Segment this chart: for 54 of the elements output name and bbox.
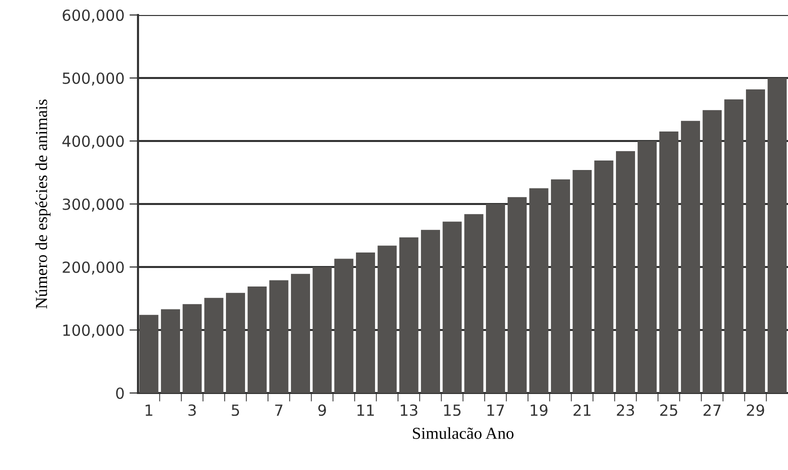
bar — [486, 204, 506, 393]
bar — [312, 267, 332, 393]
bar — [290, 274, 310, 393]
bar — [508, 197, 527, 393]
bar — [356, 252, 376, 393]
bar — [399, 237, 418, 393]
x-tick-label: 19 — [530, 404, 548, 416]
x-tick-label: 25 — [660, 404, 678, 416]
x-tick-label: 17 — [487, 404, 504, 416]
y-tick-label: 0 — [116, 387, 124, 400]
x-axis-title: Simulacão Ano — [412, 427, 514, 439]
x-tick-label: 1 — [146, 404, 152, 416]
x-tick-label: 13 — [400, 404, 418, 416]
bar — [746, 89, 766, 393]
x-tick-label: 3 — [188, 404, 196, 416]
x-tick-label: 7 — [275, 404, 282, 416]
bar — [594, 160, 614, 393]
y-tick-label: 200,000 — [62, 261, 124, 275]
y-tick-label: 400,000 — [62, 135, 124, 149]
bar — [248, 286, 267, 393]
bar — [529, 188, 548, 393]
x-tick-label: 27 — [704, 404, 721, 416]
bar — [702, 110, 722, 393]
bar — [182, 304, 202, 393]
bar — [378, 246, 397, 393]
bar — [269, 280, 288, 393]
x-tick-label: 29 — [746, 404, 764, 416]
bar — [139, 314, 158, 393]
bar — [464, 214, 484, 393]
bar — [616, 151, 636, 393]
y-tick-label: 100,000 — [63, 324, 124, 338]
x-tick-label: 5 — [232, 404, 240, 416]
bar — [442, 222, 462, 393]
x-tick-label: 15 — [444, 404, 461, 416]
bar — [638, 141, 657, 393]
bar — [659, 132, 678, 393]
bar — [204, 298, 224, 393]
y-axis-title: Número de espécies de animais — [35, 100, 51, 309]
bar — [724, 99, 744, 393]
bar — [550, 179, 570, 393]
bar — [226, 292, 246, 393]
bar — [768, 78, 787, 393]
bar — [420, 230, 440, 393]
y-tick-label: 300,000 — [62, 198, 124, 212]
bar — [572, 170, 592, 393]
x-tick-label: 11 — [357, 404, 374, 416]
y-tick-label: 500,000 — [62, 72, 124, 86]
bar — [680, 120, 700, 393]
x-tick-label: 9 — [318, 404, 326, 416]
x-tick-label: 21 — [574, 404, 590, 416]
bar — [160, 309, 180, 393]
y-tick-label: 600,000 — [62, 9, 124, 23]
bar — [334, 258, 354, 393]
x-tick-label: 23 — [616, 404, 634, 416]
